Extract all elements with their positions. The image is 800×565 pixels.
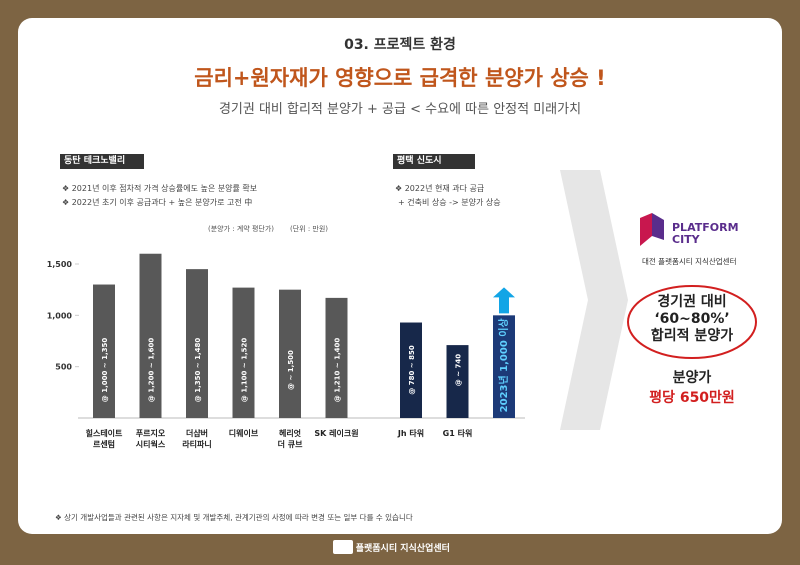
bar <box>400 322 422 418</box>
range-label: @ 1,100 ~ 1,520 <box>241 338 249 403</box>
arrow-shape <box>560 170 628 430</box>
subtitle: 경기권 대비 합리적 분양가 + 공급 < 수요에 따른 안정적 미래가치 <box>218 102 582 117</box>
panel-label: 동탄 테크노밸리 <box>60 154 144 169</box>
bar <box>232 287 255 418</box>
panel-label: 평택 신도시 <box>393 154 475 169</box>
price: 평당 650만원 <box>649 390 735 406</box>
range-label: @ 1,200 ~ 1,600 <box>148 338 156 403</box>
circle-highlight <box>627 285 757 359</box>
range-label: @ ~ 1,500 <box>287 350 295 390</box>
range-label: 2023년 1,000 이상 <box>497 318 510 413</box>
range-label: @ ~ 740 <box>455 354 463 386</box>
y-tick-label: 1,000 <box>47 311 73 320</box>
bullet: ❖ 2021년 이후 점차적 가격 상승률에도 높은 분양률 확보 <box>62 184 258 193</box>
range-label: @ 1,210 ~ 1,400 <box>334 338 342 403</box>
x-tick-label: 헤리엇 더 큐브 <box>277 429 303 449</box>
bar <box>325 297 348 418</box>
chart-note: (단위 : 만원) <box>290 225 329 233</box>
footnote: ❖ 상기 개발사업들과 관련된 사항은 지자체 및 개발주체, 관계기관의 사정… <box>55 513 413 522</box>
section: 03. 프로젝트 환경 <box>344 37 456 53</box>
bar <box>446 345 469 418</box>
x-tick-label: 디웨이브 <box>228 429 259 438</box>
compare: 경기권 대비 ‘60~80%’ 합리적 분양가 <box>650 294 734 344</box>
bar <box>93 284 115 418</box>
logo: PLATFORM CITY <box>672 221 739 246</box>
range-label: @ 1,000 ~ 1,350 <box>101 338 109 403</box>
chart-note: (분양가 : 계약 평단가) <box>208 225 275 233</box>
x-tick-label: 더샵버 라티파니 <box>182 429 212 449</box>
logo-sub: 대전 플랫폼시티 지식산업센터 <box>642 257 737 266</box>
x-tick-label: G1 타워 <box>442 429 473 438</box>
x-tick-label: 푸르지오 시티웍스 <box>135 429 166 449</box>
bar <box>139 253 162 418</box>
badge <box>333 540 353 554</box>
bar <box>186 269 208 418</box>
bullet: + 건축비 상승 -> 분양가 상승 <box>398 198 501 207</box>
brand: 대전 플랫폼시티 지식산업센터 <box>336 544 450 554</box>
bar <box>493 315 515 418</box>
bar <box>279 289 301 418</box>
range-label: @ 780 ~ 850 <box>408 345 416 395</box>
bullet: ❖ 2022년 현재 과다 공급 <box>395 184 485 193</box>
logo-icon <box>652 213 664 240</box>
range-label: @ 1,350 ~ 1,480 <box>194 338 202 403</box>
price-label: 분양가 <box>672 370 712 386</box>
bullet: ❖ 2022년 초기 이후 공급과다 + 높은 분양가로 고전 中 <box>62 198 253 207</box>
logo-icon <box>640 213 652 246</box>
title: 금리+원자재가 영향으로 급격한 분양가 상승 ! <box>194 66 606 90</box>
y-tick-label: 500 <box>55 363 72 372</box>
x-tick-label: 힐스테이트 르센텀 <box>85 429 123 449</box>
x-tick-label: Jh 타워 <box>397 429 425 438</box>
arrow <box>493 287 515 314</box>
x-tick-label: SK 레이크원 <box>314 429 359 438</box>
y-tick-label: 1,500 <box>47 260 73 269</box>
